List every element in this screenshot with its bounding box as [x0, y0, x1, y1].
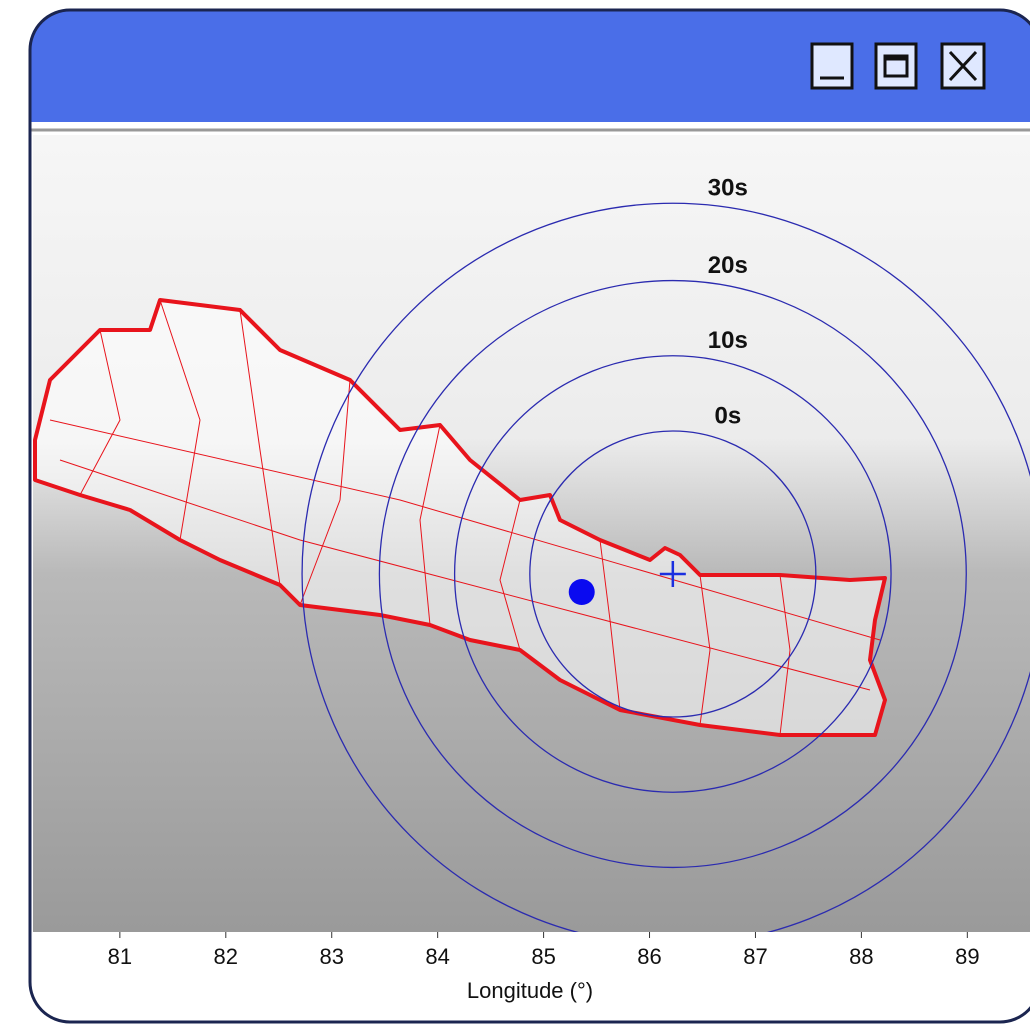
window-body: 0s 10s 20s 30s Longitude (°)	[30, 10, 1030, 1024]
map: 0s 10s 20s 30s	[33, 135, 1030, 945]
x-tick-label: 89	[955, 944, 979, 969]
ring-label: 20s	[708, 252, 748, 279]
minimize-button[interactable]	[812, 44, 852, 88]
x-axis-label: Longitude (°)	[467, 978, 593, 1003]
maximize-button[interactable]	[876, 44, 916, 88]
x-tick-label: 84	[425, 944, 449, 969]
ring-label: 10s	[708, 327, 748, 354]
x-tick-label: 88	[849, 944, 873, 969]
x-tick-label: 81	[108, 944, 132, 969]
x-tick-label: 87	[743, 944, 767, 969]
station-marker	[569, 579, 595, 605]
x-tick-label: 83	[319, 944, 343, 969]
x-tick-label: 85	[531, 944, 555, 969]
title-buttons	[812, 44, 984, 88]
page: 0s 10s 20s 30s Longitude (°) 81 82 83 84 85 86 87…	[0, 0, 1030, 1024]
window: 0s 10s 20s 30s Longitude (°) 81 82 83 84 85 86 87…	[0, 0, 1030, 1024]
x-tick-label: 82	[214, 944, 238, 969]
ring-label: 0s	[714, 402, 741, 429]
x-tick-label: 86	[637, 944, 661, 969]
ring-label: 30s	[708, 175, 748, 202]
